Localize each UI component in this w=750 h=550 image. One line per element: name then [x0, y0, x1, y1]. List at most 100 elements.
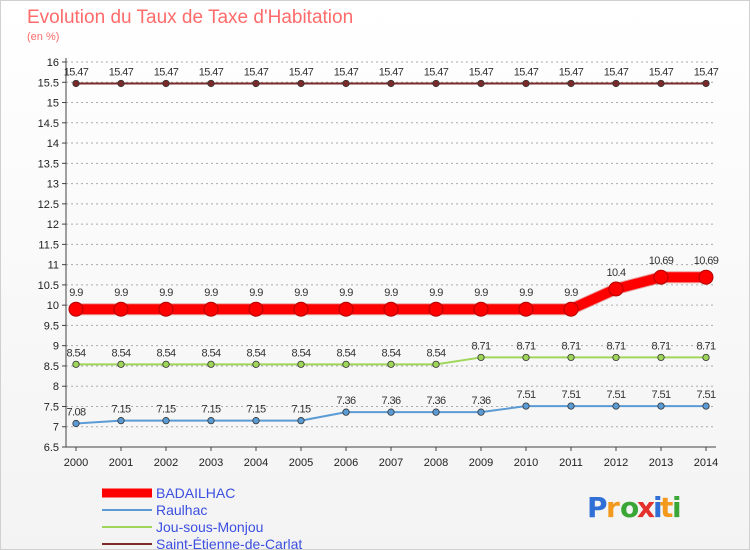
data-point — [113, 301, 129, 317]
series-raulhac: 7.08 7.15 7.15 7.15 7.15 7.15 7.36 7.36 7.36 7.36… — [66, 389, 717, 428]
x-tick-label: 2011 — [559, 457, 583, 469]
y-tick-label: 8.5 — [44, 361, 59, 373]
data-point — [567, 353, 575, 362]
data-point — [477, 408, 485, 416]
data-point — [563, 301, 579, 317]
data-label: 8.71 — [696, 340, 715, 352]
data-label: 15.47 — [604, 66, 629, 78]
data-label: 15.47 — [649, 66, 674, 78]
brand-logo-letter: r — [606, 491, 620, 524]
data-point — [702, 402, 710, 410]
data-point — [117, 417, 125, 425]
brand-logo-letter: t — [660, 491, 673, 524]
data-label: 10.4 — [606, 267, 625, 279]
data-point — [702, 79, 710, 88]
data-point — [522, 79, 530, 88]
data-label: 8.71 — [516, 340, 535, 352]
data-label: 8.54 — [111, 347, 130, 359]
data-label: 15.47 — [289, 66, 314, 78]
data-label: 15.47 — [694, 66, 719, 78]
data-label: 8.54 — [381, 347, 400, 359]
data-point — [653, 269, 669, 285]
data-label: 9.9 — [114, 287, 128, 299]
data-point — [432, 408, 440, 416]
x-tick-label: 2005 — [289, 457, 313, 469]
data-point — [207, 360, 215, 368]
x-tick-label: 2009 — [469, 457, 493, 469]
data-label: 7.08 — [66, 406, 85, 418]
data-point — [162, 417, 170, 425]
x-tick-label: 2004 — [244, 457, 268, 469]
data-label: 9.9 — [249, 287, 263, 299]
data-point — [387, 408, 395, 416]
data-point — [387, 360, 395, 368]
data-label: 8.54 — [291, 347, 310, 359]
data-point — [162, 79, 170, 88]
data-point — [387, 79, 395, 88]
data-point — [68, 301, 84, 317]
y-tick-label: 14 — [47, 138, 59, 150]
data-point — [252, 79, 260, 88]
brand-logo-letter: x — [637, 491, 655, 524]
data-label: 8.54 — [66, 347, 85, 359]
data-point — [117, 360, 125, 368]
data-label: 15.47 — [199, 66, 224, 78]
data-point — [248, 301, 264, 317]
y-tick-label: 10.5 — [38, 280, 59, 292]
y-tick-label: 11 — [48, 260, 59, 272]
chart-unit-label: (en %) — [27, 31, 60, 43]
data-point — [207, 79, 215, 88]
data-label: 15.47 — [379, 66, 404, 78]
data-point — [203, 301, 219, 317]
y-tick-label: 10 — [47, 300, 59, 312]
data-point — [522, 353, 530, 362]
data-label: 7.36 — [426, 395, 445, 407]
data-point — [567, 79, 575, 88]
data-point — [657, 402, 665, 410]
y-tick-label: 14.5 — [38, 118, 59, 130]
legend-label: Saint-Étienne-de-Carlat — [156, 536, 302, 549]
data-point — [432, 360, 440, 368]
data-point — [608, 281, 624, 297]
y-tick-label: 12 — [47, 219, 59, 231]
data-point — [338, 301, 354, 317]
data-label: 15.47 — [154, 66, 179, 78]
data-label: 7.36 — [471, 395, 490, 407]
data-label: 8.71 — [561, 340, 580, 352]
data-point — [117, 79, 125, 88]
data-point — [473, 301, 489, 317]
y-tick-label: 15.5 — [38, 77, 59, 89]
data-point — [612, 402, 620, 410]
data-label: 8.71 — [606, 340, 625, 352]
data-label: 15.47 — [64, 66, 89, 78]
y-tick-label: 11.5 — [38, 239, 59, 251]
y-tick-label: 9 — [53, 341, 59, 353]
y-tick-label: 7.5 — [44, 401, 59, 413]
data-label: 9.9 — [294, 287, 308, 299]
y-tick-label: 12.5 — [38, 199, 59, 211]
data-label: 15.47 — [559, 66, 584, 78]
data-label: 9.9 — [474, 287, 488, 299]
data-label: 7.15 — [291, 404, 310, 416]
data-label: 9.9 — [204, 287, 218, 299]
x-tick-label: 2001 — [109, 457, 133, 469]
brand-logo-letter: P — [587, 491, 608, 524]
data-point — [522, 402, 530, 410]
data-point — [293, 301, 309, 317]
data-label: 8.71 — [651, 340, 670, 352]
data-label: 8.54 — [246, 347, 265, 359]
data-point — [72, 79, 80, 88]
series-badailhac: 9.9 9.9 9.9 9.9 9.9 9.9 9.9 9.9 9.9 9.9 9.9 9.9 10.4… — [68, 255, 719, 317]
data-point — [702, 353, 710, 362]
data-point — [297, 79, 305, 88]
data-point — [477, 353, 485, 362]
y-tick-label: 13 — [47, 179, 59, 191]
data-point — [162, 360, 170, 368]
legend-label: BADAILHAC — [156, 485, 235, 501]
data-point — [342, 408, 350, 416]
x-tick-label: 2007 — [379, 457, 403, 469]
data-label: 9.9 — [159, 287, 173, 299]
x-tick-label: 2012 — [604, 457, 628, 469]
